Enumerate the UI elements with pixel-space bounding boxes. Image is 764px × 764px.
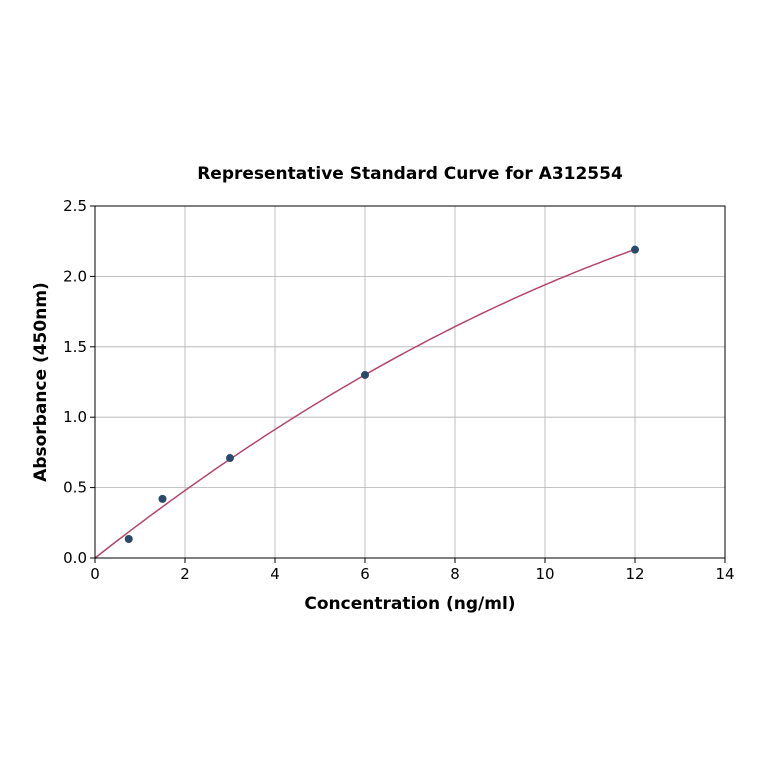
x-tick-label: 0 <box>90 565 100 583</box>
grid <box>94 205 726 559</box>
data-point <box>124 534 133 543</box>
plot-frame <box>94 205 726 559</box>
x-tick-label: 10 <box>535 565 554 583</box>
x-tick-label: 14 <box>715 565 734 583</box>
y-tick-label: 2.5 <box>63 197 87 215</box>
data-point <box>631 245 639 254</box>
y-tick-label: 0.5 <box>63 479 87 497</box>
chart-title: Representative Standard Curve for A31255… <box>197 164 623 184</box>
x-tick-label: 4 <box>270 565 280 583</box>
y-tick-label: 1.0 <box>63 408 87 426</box>
x-tick-label: 6 <box>360 565 370 583</box>
y-axis-label: Absorbance (450nm) <box>31 282 51 482</box>
ticks: 0 2 4 6 8 10 12 14 0.0 0.5 1.0 1.5 2.0 2.5 <box>63 197 734 583</box>
y-tick-label: 1.5 <box>63 338 87 356</box>
data-points <box>124 245 639 543</box>
data-point <box>361 370 369 379</box>
data-point <box>226 454 234 463</box>
x-tick-label: 2 <box>180 565 190 583</box>
x-axis-label: Concentration (ng/ml) <box>304 594 515 614</box>
y-tick-label: 0.0 <box>63 549 87 567</box>
data-point <box>158 494 167 503</box>
y-tick-label: 2.0 <box>63 267 87 285</box>
x-tick-label: 12 <box>625 565 644 583</box>
x-tick-label: 8 <box>450 565 460 583</box>
